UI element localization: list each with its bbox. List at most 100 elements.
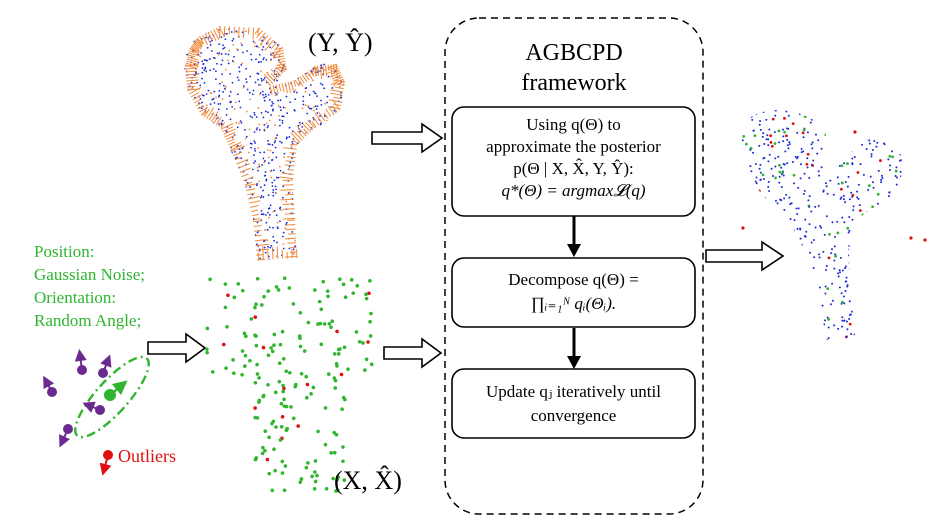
- target-point: [307, 162, 310, 164]
- target-point: [300, 232, 303, 234]
- target-point: [333, 214, 335, 217]
- source-point: [309, 392, 313, 396]
- source-point: [332, 450, 337, 455]
- registered-point: [880, 266, 883, 269]
- target-point: [269, 262, 271, 264]
- registered-point: [855, 144, 858, 147]
- target-point: [348, 150, 350, 152]
- target-point: [184, 177, 185, 180]
- target-point: [263, 160, 266, 162]
- target-point: [200, 28, 203, 29]
- target-point: [267, 139, 269, 142]
- registered-point: [750, 261, 753, 264]
- registered-point: [814, 324, 817, 327]
- target-normal: [210, 111, 219, 123]
- source-point: [270, 421, 274, 426]
- registered-point: [880, 232, 883, 235]
- target-normal: [184, 64, 198, 70]
- source-outlier: [280, 414, 285, 419]
- target-point: [182, 105, 184, 107]
- target-point: [195, 118, 198, 121]
- target-point: [245, 67, 248, 70]
- registered-point: [889, 217, 892, 220]
- target-normal: [233, 151, 243, 157]
- target-point: [238, 233, 241, 236]
- target-point: [204, 229, 206, 232]
- target-point: [284, 44, 287, 47]
- registered-point: [817, 313, 820, 316]
- source-point: [306, 461, 310, 465]
- target-normal: [290, 143, 298, 146]
- registered-point: [775, 211, 778, 214]
- source-point: [319, 342, 324, 347]
- target-point: [232, 43, 235, 46]
- registered-point: [787, 237, 790, 240]
- registered-point: [755, 112, 758, 115]
- registered-point: [841, 325, 844, 328]
- target-point: [207, 245, 210, 248]
- registered-point: [787, 337, 790, 340]
- registered-point: [904, 227, 906, 229]
- target-point: [214, 257, 216, 260]
- target-point: [302, 143, 305, 146]
- target-point: [244, 213, 247, 215]
- registered-point: [779, 244, 782, 247]
- target-point: [197, 190, 200, 192]
- target-point: [211, 193, 213, 196]
- registered-point: [818, 256, 821, 259]
- target-normal: [247, 192, 256, 196]
- registered-point: [841, 316, 844, 319]
- target-normal: [282, 179, 294, 182]
- target-point: [273, 141, 276, 144]
- registered-point: [777, 155, 780, 158]
- source-point: [266, 383, 270, 387]
- registered-point: [789, 299, 792, 302]
- target-point: [317, 202, 320, 205]
- registered-point: [755, 176, 758, 179]
- registered-point: [774, 176, 777, 180]
- target-point: [244, 186, 247, 189]
- target-point: [182, 64, 184, 66]
- registered-point: [904, 120, 906, 122]
- target-point: [195, 198, 198, 201]
- source-point: [313, 470, 317, 474]
- target-point: [320, 254, 322, 257]
- target-point: [283, 261, 285, 263]
- target-point: [342, 169, 345, 171]
- target-point: [189, 188, 192, 191]
- target-point: [291, 141, 294, 143]
- target-point: [311, 130, 314, 133]
- registered-point: [881, 262, 884, 265]
- registered-point: [872, 318, 875, 321]
- target-point: [198, 218, 201, 220]
- target-point: [273, 239, 275, 242]
- target-point: [203, 81, 206, 84]
- registered-point: [761, 135, 764, 138]
- registered-point: [886, 259, 889, 262]
- registered-point: [800, 151, 803, 154]
- registered-point: [848, 254, 851, 257]
- target-point: [185, 32, 188, 35]
- registered-point: [757, 319, 760, 322]
- target-point: [223, 220, 225, 223]
- registered-point: [743, 186, 746, 190]
- source-point: [298, 344, 303, 349]
- registered-point: [888, 103, 891, 106]
- source-point: [284, 404, 289, 409]
- target-point: [292, 191, 295, 194]
- source-point: [269, 346, 273, 350]
- target-point: [231, 192, 234, 195]
- registered-point: [839, 271, 842, 274]
- target-point: [304, 57, 307, 60]
- source-point: [321, 279, 326, 284]
- target-point: [344, 184, 345, 187]
- registered-point: [851, 193, 855, 197]
- source-point: [369, 311, 373, 316]
- registered-point: [778, 170, 782, 174]
- target-point: [181, 234, 183, 236]
- target-point: [285, 200, 288, 203]
- target-point: [243, 216, 246, 219]
- target-point: [294, 239, 296, 242]
- registered-point: [852, 205, 855, 208]
- target-point: [297, 74, 300, 77]
